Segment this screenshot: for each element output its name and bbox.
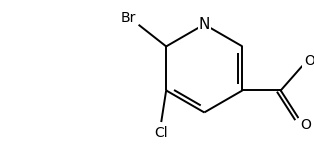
Text: Cl: Cl [154,126,168,140]
Text: O: O [304,54,314,68]
Text: O: O [300,118,311,132]
Text: Br: Br [120,11,136,25]
Text: N: N [199,17,210,32]
